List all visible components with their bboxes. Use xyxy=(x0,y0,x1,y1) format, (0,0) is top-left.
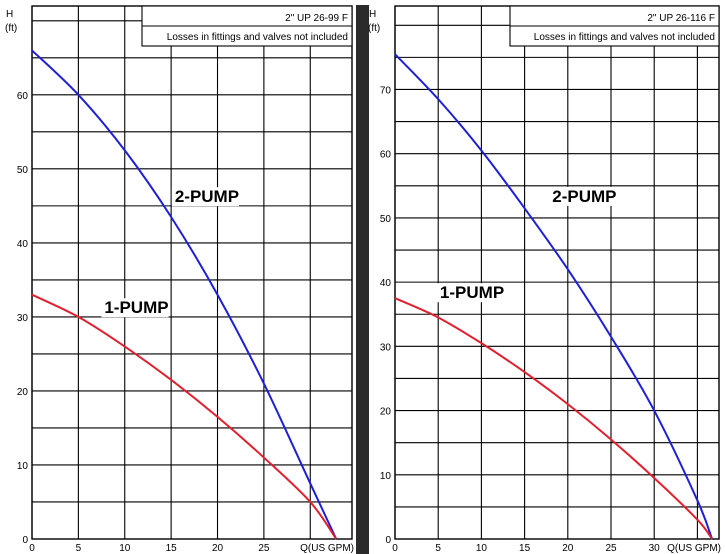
chart-ups-26-99: 2" UP 26-99 F Losses in fittings and valv… xyxy=(0,0,358,554)
curve-label-bg xyxy=(101,298,169,318)
y-tick-label: 20 xyxy=(17,387,29,398)
y-tick-label: 60 xyxy=(380,150,392,161)
x-axis-label: Q(US GPM) xyxy=(667,543,721,554)
plot-frame xyxy=(394,5,720,540)
y-tick-label: 10 xyxy=(17,461,29,472)
y-tick-label: 40 xyxy=(17,239,29,250)
chart-svg-left: 2" UP 26-99 F Losses in fittings and valv… xyxy=(5,5,354,554)
x-tick-label: 25 xyxy=(258,543,270,554)
x-tick-label: 10 xyxy=(476,543,488,554)
x-tick-label: 5 xyxy=(76,543,82,554)
curve-label-1-pump: 1-PUMP xyxy=(104,298,168,317)
y-axis-label: H xyxy=(369,9,376,20)
curve-label-1-pump: 1-PUMP xyxy=(440,283,504,302)
curve-label-bg xyxy=(436,283,505,303)
y-axis-unit: (ft) xyxy=(368,23,380,34)
x-tick-label: 20 xyxy=(562,543,574,554)
x-tick-label: 0 xyxy=(392,543,398,554)
y-axis-label: H xyxy=(6,9,13,20)
note-label: Losses in fittings and valves not includ… xyxy=(167,32,348,43)
y-tick-label: 50 xyxy=(380,214,392,225)
series-2-pump-line xyxy=(394,53,714,540)
plot-frame xyxy=(31,5,353,540)
y-tick-label: 30 xyxy=(380,342,392,353)
x-tick-label: 0 xyxy=(29,543,35,554)
series-1-pump-line xyxy=(394,297,713,540)
y-tick-label: 30 xyxy=(17,313,29,324)
chart-divider xyxy=(356,5,369,554)
chart-ups-26-116: 2" UP 26-116 F Losses in fittings and val… xyxy=(362,0,725,554)
curve-label-2-pump: 2-PUMP xyxy=(552,187,616,206)
note-label: Losses in fittings and valves not includ… xyxy=(534,32,715,43)
x-tick-label: 15 xyxy=(166,543,178,554)
y-tick-label: 0 xyxy=(22,535,28,546)
series-2-pump-line xyxy=(31,49,338,540)
y-tick-label: 40 xyxy=(380,278,392,289)
curve-label-2-pump: 2-PUMP xyxy=(175,187,239,206)
x-tick-label: 30 xyxy=(649,543,661,554)
chart-svg-right: 2" UP 26-116 F Losses in fittings and val… xyxy=(368,5,721,554)
y-tick-label: 70 xyxy=(380,85,392,96)
y-tick-label: 50 xyxy=(17,165,29,176)
model-label: 2" UP 26-99 F xyxy=(285,13,348,24)
y-axis-unit: (ft) xyxy=(5,23,17,34)
curve-label-bg xyxy=(549,186,617,206)
x-tick-label: 5 xyxy=(435,543,441,554)
x-tick-label: 25 xyxy=(605,543,617,554)
model-label: 2" UP 26-116 F xyxy=(647,13,715,24)
y-tick-label: 20 xyxy=(380,407,392,418)
x-tick-label: 15 xyxy=(519,543,531,554)
y-tick-label: 0 xyxy=(385,535,391,546)
curve-label-bg xyxy=(171,187,240,207)
y-tick-label: 10 xyxy=(380,471,392,482)
series-1-pump-line xyxy=(31,293,338,540)
x-tick-label: 10 xyxy=(119,543,131,554)
y-tick-label: 60 xyxy=(17,91,29,102)
x-tick-label: 20 xyxy=(212,543,224,554)
x-axis-label: Q(US GPM) xyxy=(300,543,354,554)
